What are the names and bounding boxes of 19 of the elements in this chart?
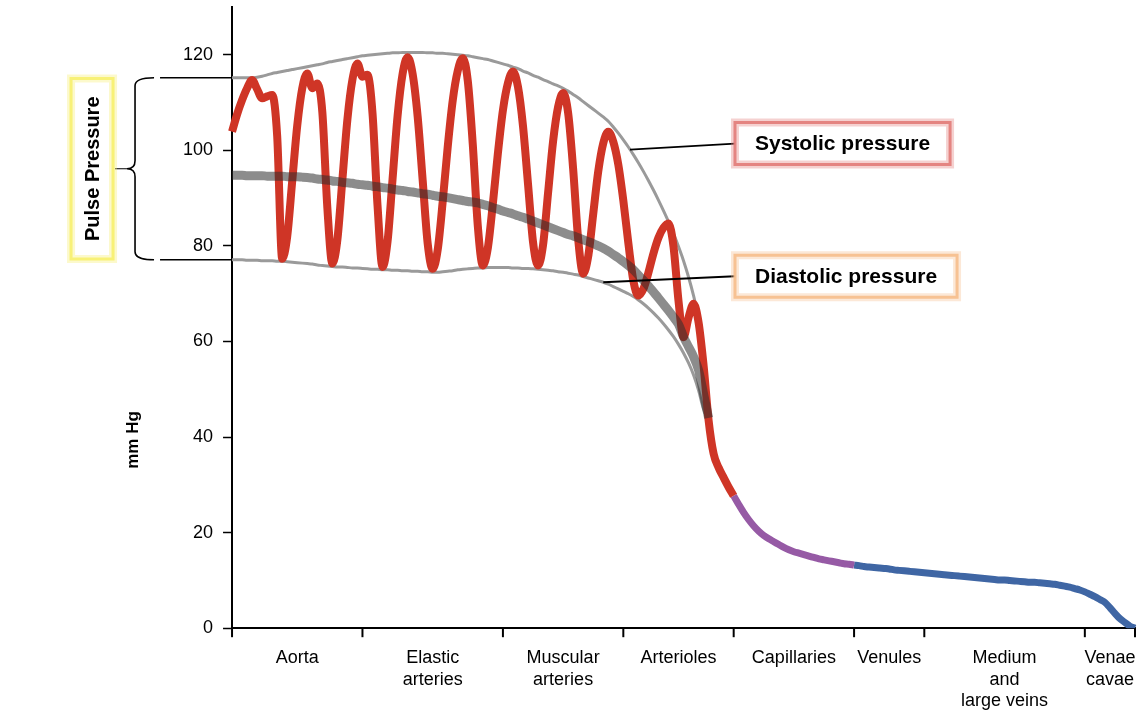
x-tick-label: Elastic arteries <box>402 646 463 689</box>
x-tick-label: Venae cavae <box>1084 646 1136 689</box>
y-tick-label: 120 <box>182 43 214 64</box>
y-tick-label: 20 <box>193 521 214 542</box>
y-tick-label: 100 <box>182 139 214 160</box>
y-tick-label: 0 <box>203 617 214 638</box>
x-tick-label: Aorta <box>275 646 320 667</box>
y-tick-label: 80 <box>193 234 214 255</box>
x-tick-label: Arterioles <box>640 646 717 667</box>
text: Pulse Pressure <box>80 96 103 242</box>
y-axis-title: mm Hg <box>122 411 142 469</box>
text: Systolic pressure <box>754 131 931 155</box>
y-tick-label: 60 <box>193 330 214 351</box>
y-tick-label: 40 <box>193 426 214 447</box>
x-tick-label: Capillaries <box>751 646 836 667</box>
x-tick-label: Muscular arteries <box>526 646 600 689</box>
text: Diastolic pressure <box>754 264 938 288</box>
x-tick-label: Venules <box>857 646 922 667</box>
x-tick-label: Medium and large veins <box>961 646 1049 711</box>
